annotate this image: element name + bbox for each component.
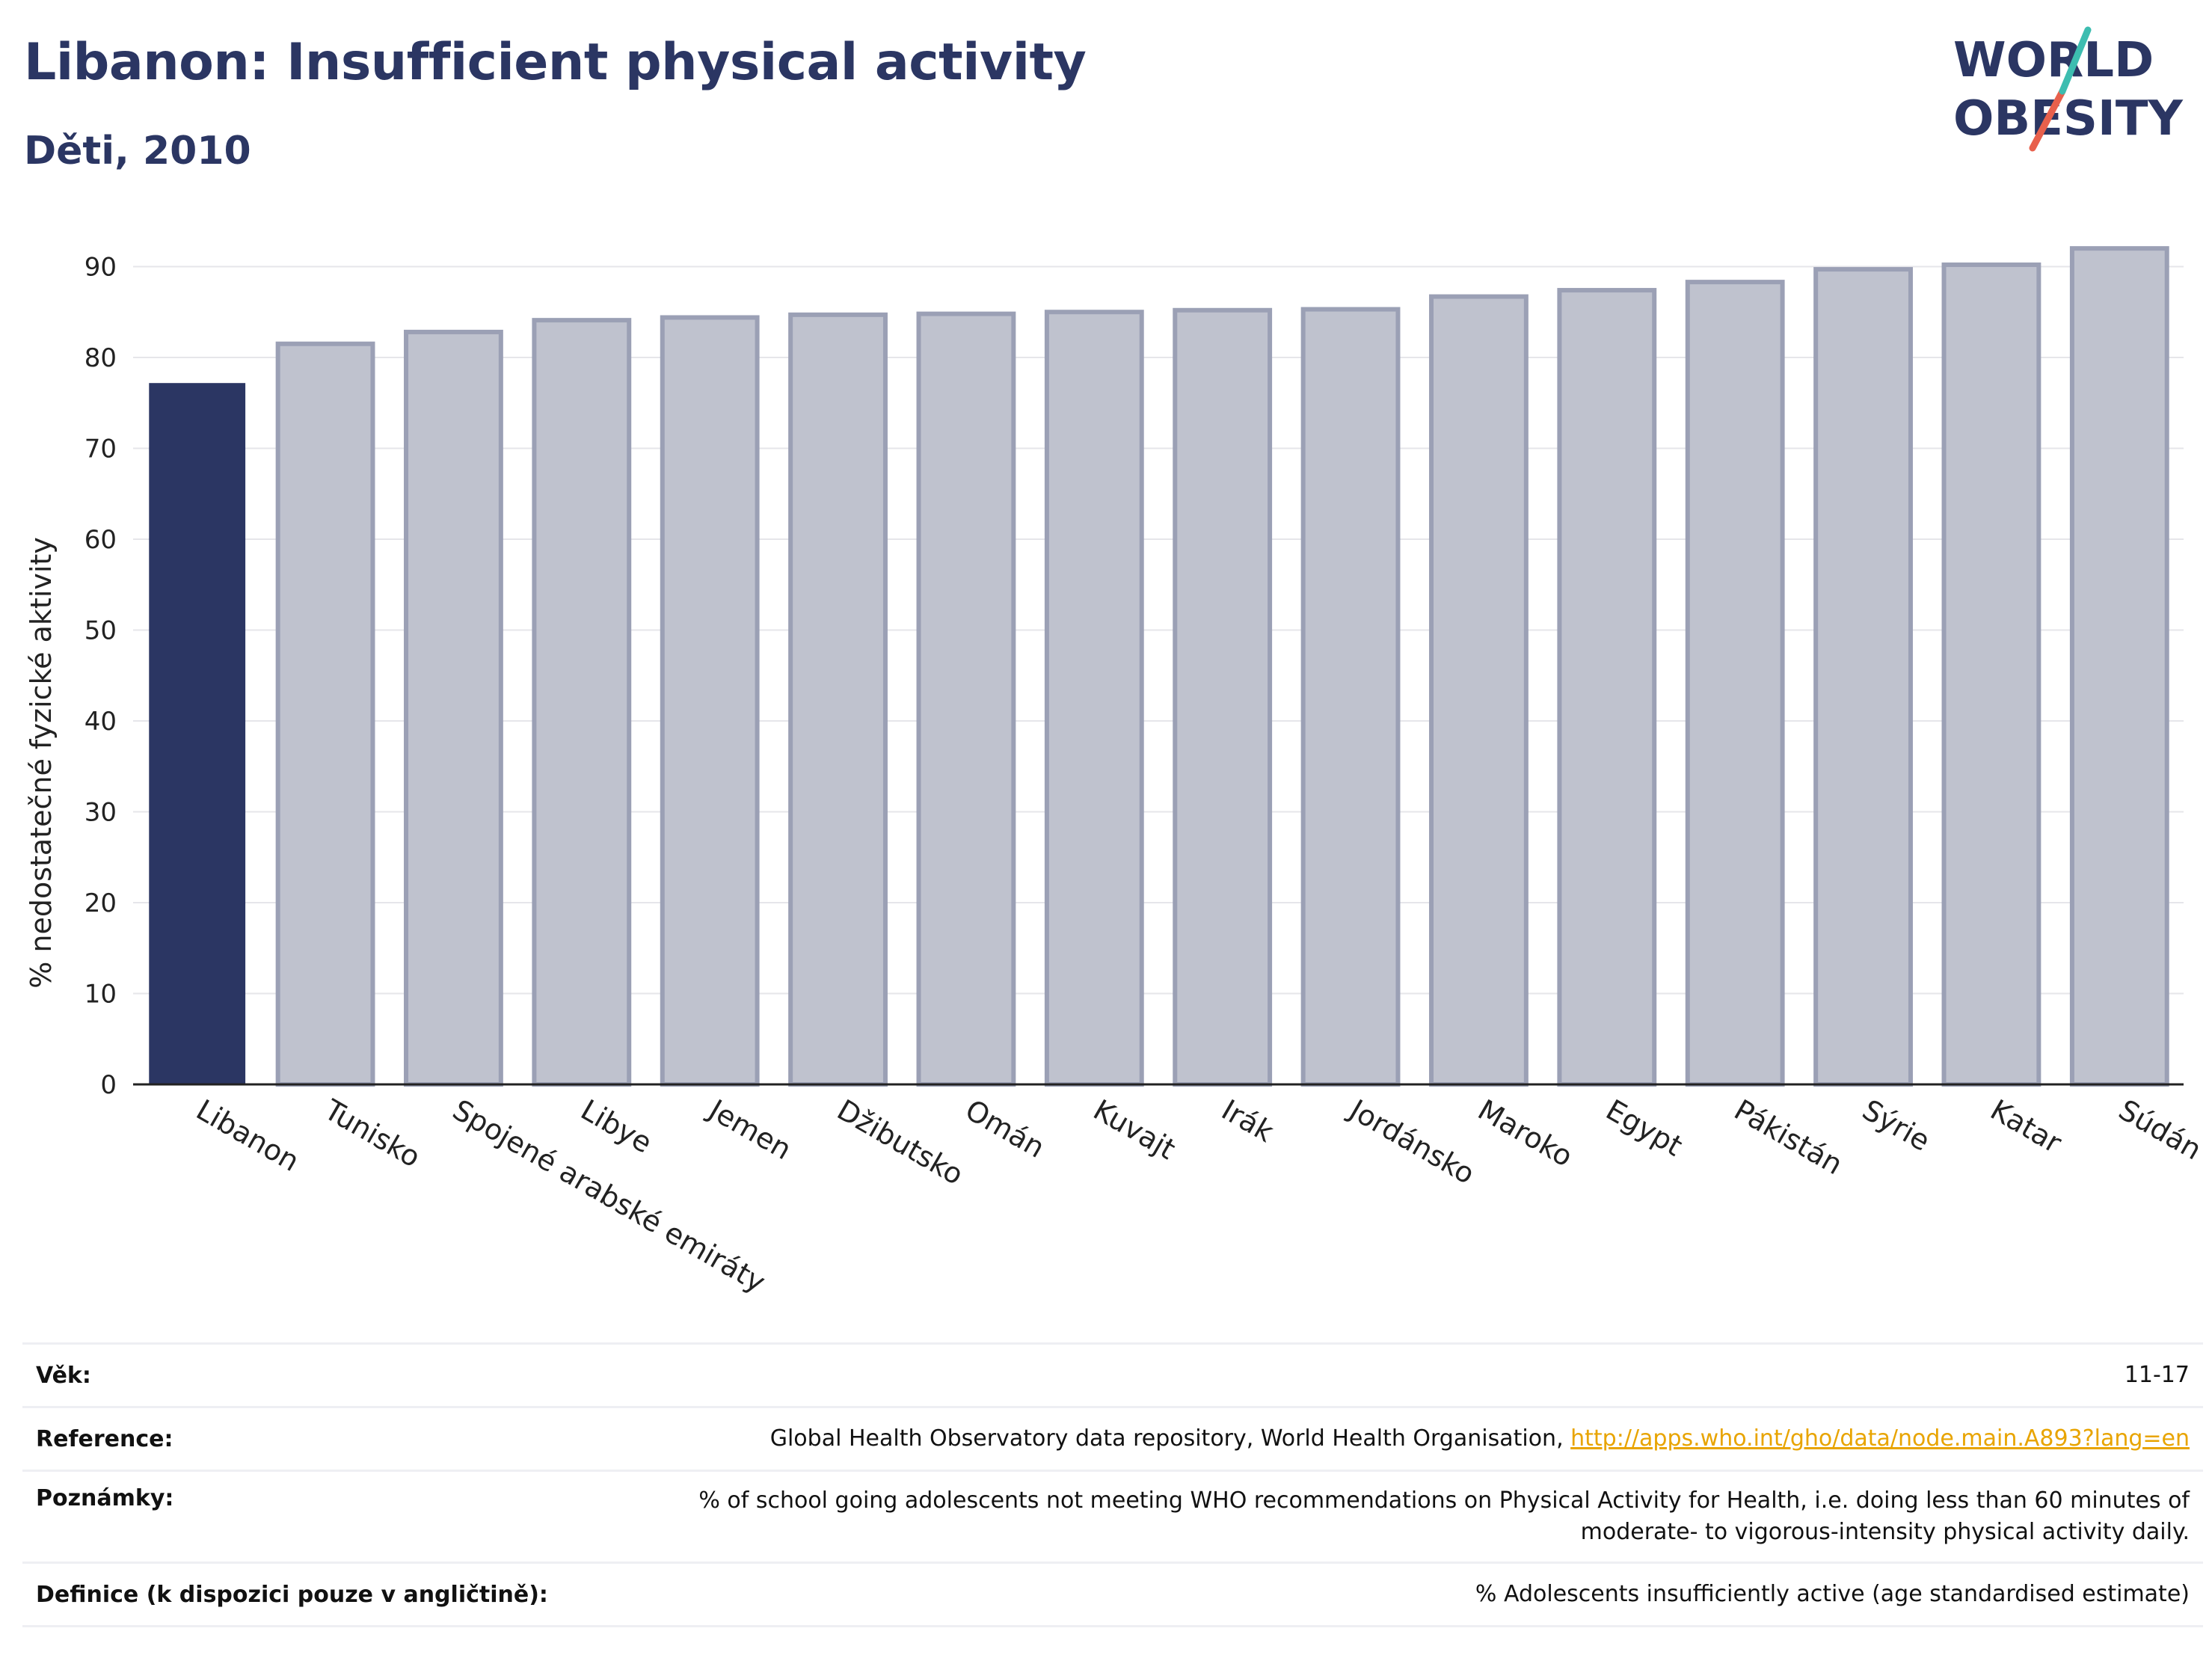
logo-teal-slash — [2059, 26, 2092, 95]
x-category-label: Súdán — [2113, 1093, 2208, 1167]
chart-subtitle: Děti, 2010 — [24, 129, 251, 174]
notes-value: % of school going adolescents not meetin… — [698, 1485, 2190, 1548]
y-tick-label: 20 — [85, 888, 117, 918]
bar — [788, 312, 888, 1087]
y-tick-label: 0 — [100, 1070, 117, 1100]
bar — [1300, 307, 1401, 1087]
bar-highlight — [149, 383, 246, 1085]
x-category-label: Džibutsko — [832, 1093, 969, 1191]
meta-row-age: Věk: 11-17 — [22, 1342, 2203, 1406]
x-category-label: Maroko — [1472, 1093, 1579, 1173]
bar — [1557, 288, 1657, 1087]
bar-chart: 0 10 20 30 40 50 60 70 80 90 Libanon Tunisko Spojen… — [25, 246, 2207, 1299]
notes-label: Poznámky: — [36, 1485, 174, 1511]
logo-line-2: OBESITY — [1953, 91, 2183, 147]
bar — [1429, 294, 1529, 1087]
y-tick-label: 60 — [85, 525, 117, 555]
bar — [1173, 307, 1273, 1087]
age-label: Věk: — [36, 1362, 91, 1389]
y-axis-label: % nedostatečné fyzické aktivity — [25, 537, 58, 989]
y-tick-labels: 0 10 20 30 40 50 60 70 80 90 — [85, 252, 117, 1100]
reference-text: Global Health Observatory data repositor… — [769, 1425, 1571, 1452]
x-category-label: Kuvajt — [1088, 1093, 1181, 1166]
bar — [1941, 262, 2042, 1087]
y-tick-label: 80 — [85, 343, 117, 373]
x-category-label: Pákistán — [1729, 1093, 1849, 1182]
metadata-table: Věk: 11-17 Reference: Global Health Obse… — [22, 1342, 2203, 1627]
bar — [2069, 246, 2169, 1087]
x-category-label: Jemen — [702, 1093, 797, 1167]
reference-label: Reference: — [36, 1425, 173, 1452]
bar — [916, 311, 1016, 1087]
y-tick-label: 50 — [85, 615, 117, 645]
notes-line-2: moderate- to vigorous-intensity physical… — [1580, 1519, 2190, 1545]
meta-row-definition: Definice (k dispozici pouze v angličtině… — [22, 1562, 2203, 1627]
bar — [660, 315, 760, 1087]
logo-red-slash — [2029, 87, 2066, 152]
bars — [149, 246, 2169, 1087]
reference-value: Global Health Observatory data repositor… — [770, 1423, 2190, 1455]
bar — [1685, 280, 1785, 1087]
x-category-labels: Libanon Tunisko Spojené arabské emirátyLib… — [191, 1093, 2207, 1299]
x-category-label: Egypt — [1600, 1093, 1688, 1163]
bar — [532, 318, 632, 1087]
y-tick-label: 30 — [85, 797, 117, 827]
y-tick-label: 40 — [85, 707, 117, 737]
bar — [1044, 310, 1144, 1087]
x-category-label: Katar — [1985, 1093, 2067, 1160]
x-category-label: Irák — [1216, 1093, 1279, 1149]
x-category-label: Tunisko — [319, 1093, 426, 1174]
notes-line-1: % of school going adolescents not meetin… — [698, 1487, 2190, 1514]
definition-value: % Adolescents insufficiently active (age… — [1475, 1581, 2190, 1607]
meta-row-notes: Poznámky: % of school going adolescents … — [22, 1470, 2203, 1562]
chart-title: Libanon: Insufficient physical activity — [24, 33, 1087, 92]
x-category-label: Sýrie — [1857, 1093, 1935, 1158]
y-tick-label: 10 — [85, 979, 117, 1009]
x-category-label: Omán — [959, 1093, 1050, 1164]
meta-row-reference: Reference: Global Health Observatory dat… — [22, 1406, 2203, 1470]
world-obesity-logo: WORLD OBESITY — [1953, 26, 2183, 152]
x-category-label: Libye — [575, 1093, 657, 1160]
bar — [275, 341, 375, 1087]
bar — [404, 329, 503, 1087]
definition-label: Definice (k dispozici pouze v angličtině… — [36, 1581, 548, 1608]
reference-link[interactable]: http://apps.who.int/gho/data/node.main.A… — [1570, 1425, 2190, 1452]
logo-line-1: WORLD — [1953, 33, 2154, 88]
x-category-label: Libanon — [191, 1093, 304, 1178]
bar — [1813, 267, 1913, 1087]
y-tick-label: 70 — [85, 434, 117, 464]
y-tick-label: 90 — [85, 252, 117, 282]
age-value: 11-17 — [2124, 1362, 2190, 1388]
x-category-label: Jordánsko — [1343, 1093, 1481, 1191]
